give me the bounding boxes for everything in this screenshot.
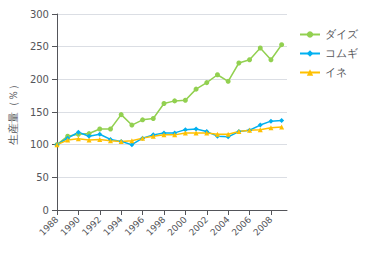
svg-text:2000: 2000: [166, 214, 189, 237]
svg-text:2002: 2002: [187, 214, 210, 237]
svg-text:200: 200: [30, 74, 49, 85]
svg-text:0: 0: [43, 205, 49, 216]
svg-text:1992: 1992: [80, 214, 103, 237]
svg-text:2008: 2008: [251, 214, 274, 237]
svg-text:250: 250: [30, 41, 49, 52]
svg-text:1996: 1996: [123, 214, 146, 237]
svg-text:コムギ: コムギ: [325, 47, 358, 60]
svg-text:2004: 2004: [208, 214, 231, 237]
svg-text:150: 150: [30, 107, 49, 118]
svg-text:1998: 1998: [144, 214, 167, 237]
svg-text:50: 50: [36, 172, 49, 183]
svg-text:1994: 1994: [101, 214, 124, 237]
svg-text:イネ: イネ: [325, 66, 347, 79]
svg-text:生産量（％）: 生産量（％）: [7, 79, 20, 145]
svg-text:ダイズ: ダイズ: [325, 28, 359, 41]
svg-text:300: 300: [30, 9, 49, 20]
svg-text:1988: 1988: [37, 214, 60, 237]
svg-text:1990: 1990: [59, 214, 82, 237]
svg-text:100: 100: [30, 139, 49, 150]
svg-text:2006: 2006: [230, 214, 253, 237]
